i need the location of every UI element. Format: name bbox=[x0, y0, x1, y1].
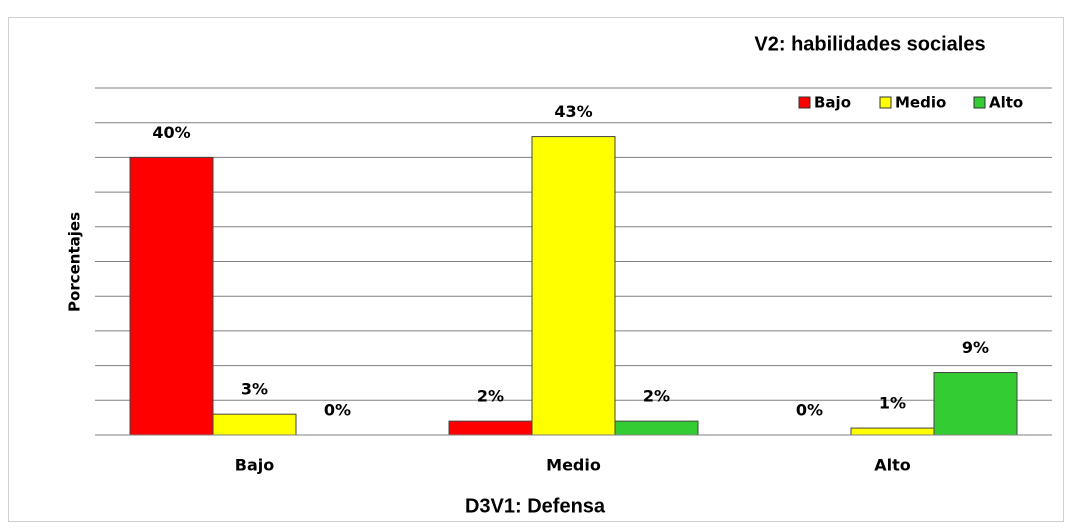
legend-swatch bbox=[879, 96, 892, 109]
x-tick-label: Bajo bbox=[235, 456, 274, 475]
bar bbox=[129, 156, 214, 436]
x-tick-label: Medio bbox=[546, 456, 601, 475]
legend-label: Bajo bbox=[814, 94, 851, 112]
data-label: 3% bbox=[241, 380, 268, 399]
data-label: 0% bbox=[324, 401, 351, 420]
x-tick-label: Alto bbox=[874, 456, 911, 475]
y-axis-title: Porcentajes bbox=[66, 212, 84, 312]
data-label: 1% bbox=[879, 394, 906, 413]
legend-label: Alto bbox=[989, 94, 1023, 112]
bar bbox=[531, 136, 616, 436]
data-label: 2% bbox=[643, 387, 670, 406]
data-label: 40% bbox=[152, 123, 190, 142]
legend-swatch bbox=[798, 96, 811, 109]
data-label: 2% bbox=[477, 387, 504, 406]
chart-title: V2: habilidades sociales bbox=[754, 33, 985, 55]
data-label: 43% bbox=[554, 102, 592, 121]
legend-swatch bbox=[973, 96, 986, 109]
x-axis-title: D3V1: Defensa bbox=[465, 495, 606, 517]
bar bbox=[614, 420, 699, 436]
bar bbox=[850, 427, 935, 436]
data-label: 0% bbox=[796, 401, 823, 420]
data-label: 9% bbox=[962, 338, 989, 357]
bar bbox=[212, 413, 297, 436]
legend-label: Medio bbox=[895, 94, 946, 112]
bar bbox=[448, 420, 533, 436]
bar bbox=[933, 372, 1018, 436]
